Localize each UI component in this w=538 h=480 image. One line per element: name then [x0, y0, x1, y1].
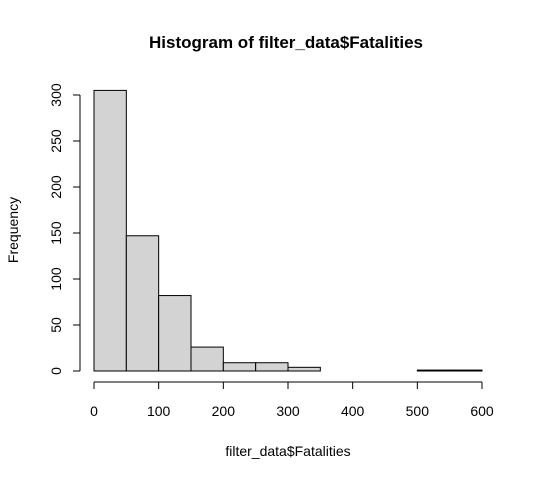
- y-tick-label: 200: [48, 175, 64, 199]
- y-tick-label: 100: [48, 267, 64, 291]
- y-tick-label: 250: [48, 129, 64, 153]
- histogram-bar: [158, 295, 192, 372]
- x-tick-label: 200: [212, 403, 236, 419]
- x-axis: 0 100 200 300 400 500 600: [90, 381, 494, 419]
- y-tick-label: 0: [48, 367, 64, 375]
- y-tick-label: 50: [48, 317, 64, 333]
- y-tick-label: 300: [48, 83, 64, 107]
- y-tick-label: 150: [48, 221, 64, 245]
- histogram-bar: [125, 235, 160, 372]
- x-tick-label: 500: [406, 403, 430, 419]
- y-axis: 0 50 100 150 200 250 300: [48, 83, 81, 375]
- bars-group: [93, 89, 483, 372]
- x-tick-label: 600: [470, 403, 494, 419]
- histogram-bar: [416, 369, 451, 372]
- histogram-bar: [190, 346, 224, 372]
- x-axis-label: filter_data$Fatalities: [225, 443, 350, 459]
- chart-title: Histogram of filter_data$Fatalities: [149, 33, 423, 52]
- histogram-bar: [93, 89, 127, 372]
- x-tick-label: 300: [276, 403, 300, 419]
- x-tick-label: 400: [341, 403, 365, 419]
- x-tick-label: 0: [90, 403, 98, 419]
- y-axis-label: Frequency: [5, 197, 21, 263]
- histogram-bar: [449, 369, 483, 372]
- histogram-bar: [255, 362, 289, 372]
- histogram-bar: [287, 366, 321, 372]
- x-tick-label: 100: [147, 403, 171, 419]
- histogram-bar: [222, 362, 257, 372]
